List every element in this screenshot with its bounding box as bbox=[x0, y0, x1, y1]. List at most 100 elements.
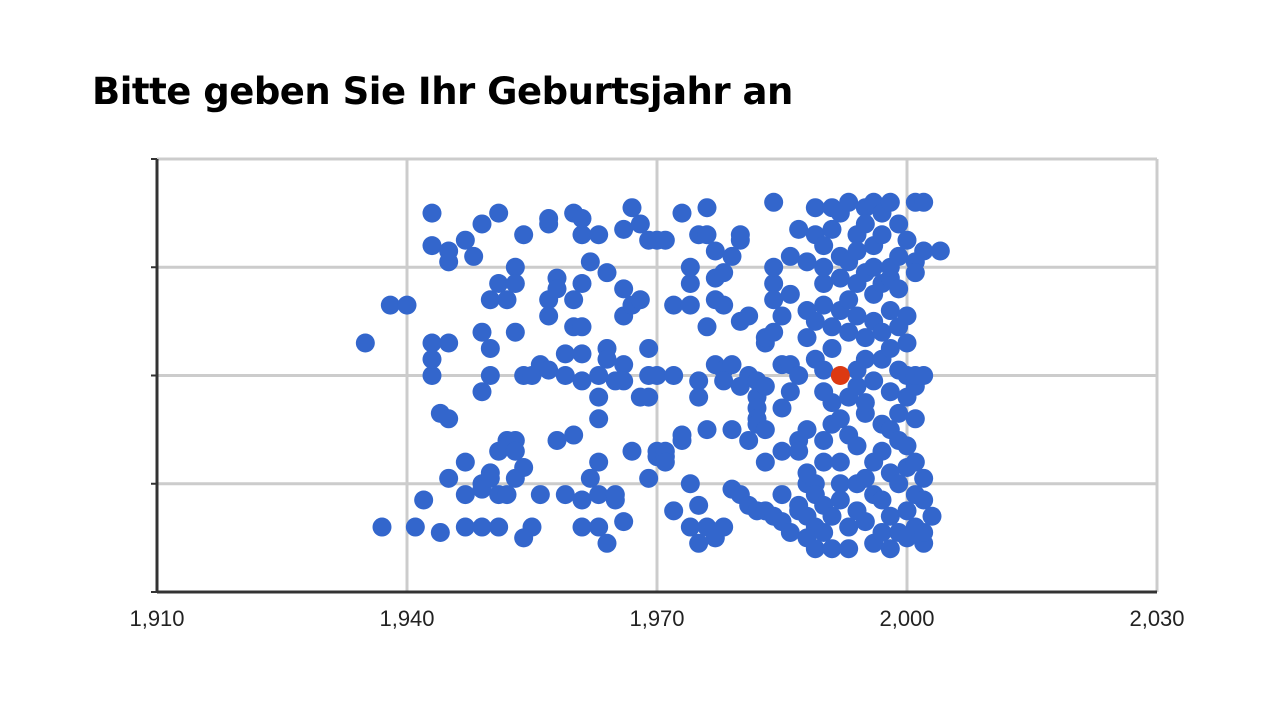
data-point bbox=[930, 241, 950, 261]
data-point bbox=[597, 533, 617, 553]
data-point bbox=[472, 517, 492, 537]
data-point bbox=[580, 252, 600, 272]
data-point bbox=[722, 246, 742, 266]
data-point bbox=[664, 295, 684, 315]
data-point bbox=[480, 468, 500, 488]
data-point bbox=[472, 382, 492, 402]
data-point bbox=[822, 506, 842, 526]
data-point bbox=[739, 306, 759, 326]
data-point bbox=[730, 225, 750, 245]
data-point bbox=[764, 273, 784, 293]
data-point bbox=[680, 474, 700, 494]
data-point bbox=[872, 225, 892, 245]
data-point bbox=[872, 522, 892, 542]
data-point bbox=[830, 490, 850, 510]
data-point bbox=[864, 257, 884, 277]
data-point bbox=[439, 241, 459, 261]
data-point bbox=[489, 273, 509, 293]
data-point bbox=[855, 512, 875, 532]
data-point bbox=[380, 295, 400, 315]
data-point bbox=[764, 257, 784, 277]
data-point bbox=[897, 501, 917, 521]
data-point bbox=[814, 430, 834, 450]
data-point bbox=[630, 214, 650, 234]
data-point bbox=[422, 349, 442, 369]
data-point bbox=[789, 219, 809, 239]
data-point bbox=[847, 436, 867, 456]
data-point bbox=[880, 192, 900, 212]
data-point bbox=[697, 420, 717, 440]
data-point bbox=[655, 230, 675, 250]
data-point bbox=[505, 257, 525, 277]
data-point bbox=[422, 366, 442, 385]
data-point bbox=[672, 425, 692, 445]
data-point bbox=[622, 198, 642, 218]
chart-title: Bitte geben Sie Ihr Geburtsjahr an bbox=[92, 70, 793, 113]
data-point bbox=[572, 317, 592, 337]
data-point bbox=[614, 512, 634, 532]
data-point bbox=[814, 295, 834, 315]
data-point bbox=[605, 485, 625, 505]
data-point bbox=[855, 214, 875, 234]
data-point bbox=[914, 241, 934, 261]
data-point bbox=[589, 452, 609, 472]
data-point bbox=[614, 371, 634, 391]
data-point bbox=[847, 376, 867, 396]
data-point bbox=[672, 203, 692, 223]
data-point bbox=[764, 290, 784, 310]
data-point bbox=[422, 236, 442, 256]
data-point bbox=[455, 517, 475, 537]
data-point bbox=[555, 366, 575, 385]
data-point bbox=[755, 452, 775, 472]
data-point bbox=[639, 387, 659, 407]
data-point bbox=[889, 403, 909, 423]
data-point bbox=[547, 279, 567, 299]
data-point bbox=[830, 474, 850, 494]
data-point bbox=[555, 485, 575, 505]
data-point bbox=[797, 328, 817, 348]
data-point bbox=[914, 192, 934, 212]
data-point bbox=[505, 322, 525, 342]
data-point bbox=[689, 533, 709, 553]
data-point bbox=[514, 458, 534, 478]
data-point bbox=[797, 420, 817, 440]
data-point bbox=[655, 452, 675, 472]
data-point bbox=[755, 376, 775, 396]
data-point bbox=[722, 355, 742, 375]
data-point bbox=[880, 338, 900, 358]
data-point bbox=[872, 322, 892, 342]
data-point bbox=[680, 295, 700, 315]
data-point bbox=[830, 409, 850, 429]
data-point bbox=[847, 306, 867, 326]
data-point bbox=[814, 360, 834, 380]
data-point bbox=[564, 425, 584, 445]
data-point bbox=[922, 506, 942, 526]
x-tick-label: 2,000 bbox=[879, 606, 934, 631]
data-point bbox=[539, 209, 559, 229]
data-point bbox=[572, 490, 592, 510]
data-point bbox=[872, 490, 892, 510]
data-points bbox=[355, 192, 950, 559]
data-point bbox=[664, 501, 684, 521]
data-point bbox=[830, 452, 850, 472]
data-point bbox=[822, 393, 842, 413]
data-point bbox=[789, 441, 809, 461]
data-point bbox=[822, 539, 842, 559]
data-point bbox=[814, 273, 834, 293]
data-point bbox=[814, 236, 834, 256]
data-point bbox=[897, 333, 917, 353]
data-point bbox=[397, 295, 417, 315]
data-point bbox=[780, 522, 800, 542]
data-point bbox=[755, 420, 775, 440]
data-point bbox=[805, 539, 825, 559]
data-point bbox=[464, 246, 484, 266]
data-point bbox=[589, 485, 609, 505]
data-point bbox=[714, 371, 734, 391]
data-point bbox=[522, 517, 542, 537]
data-point bbox=[372, 517, 392, 537]
data-point bbox=[572, 371, 592, 391]
data-point bbox=[822, 338, 842, 358]
data-point bbox=[714, 517, 734, 537]
data-point bbox=[914, 468, 934, 488]
data-point bbox=[905, 263, 925, 283]
